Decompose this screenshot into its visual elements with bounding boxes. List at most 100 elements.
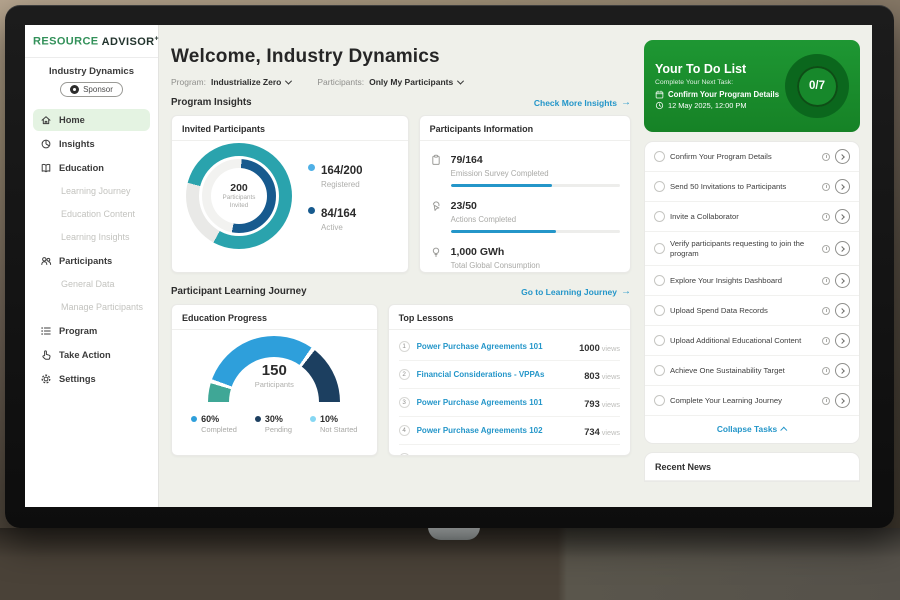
task-row-complete-learning-journey: Complete Your Learning Journey [645, 386, 859, 417]
lesson-row: 4 Power Purchase Agreements 102 734 views [398, 417, 620, 445]
task-open-button[interactable] [835, 303, 850, 319]
education-progress-card: Education Progress 150 Participants [171, 304, 378, 456]
task-time-icon [822, 336, 830, 345]
gauge-legend: 60% Completed 30% Pending 10% Not Starte… [191, 414, 357, 434]
task-checkbox[interactable] [654, 211, 665, 222]
lesson-rank: 2 [398, 369, 410, 380]
program-filter[interactable]: Program: Industrialize Zero [171, 77, 293, 87]
lesson-link[interactable]: Power Purchase Agreements 102 [416, 426, 543, 435]
sidebar-item-manage-participants[interactable]: Manage Participants [61, 302, 144, 313]
gauge-center-value: 150 [261, 362, 287, 379]
task-checkbox[interactable] [654, 305, 665, 317]
program-filter-value: Industrialize Zero [210, 77, 282, 87]
calendar-icon [655, 90, 664, 99]
participants-filter-value: Only My Participants [369, 77, 454, 87]
insights-icon [41, 139, 51, 149]
sidebar: RESOURCE ADVISOR+ Industry Dynamics Spon… [25, 25, 159, 507]
collapse-tasks-link[interactable]: Collapse Tasks [645, 416, 859, 443]
sidebar-item-program[interactable]: Program [33, 320, 150, 342]
todo-next-task: Confirm Your Program Details [668, 90, 780, 99]
sidebar-item-take-action[interactable]: Take Action [33, 344, 150, 366]
legend-dot [254, 416, 261, 422]
settings-icon [41, 374, 51, 384]
task-open-button[interactable] [835, 393, 850, 409]
task-open-button[interactable] [835, 333, 850, 349]
lesson-row: 1 Power Purchase Agreements 101 1000 view… [398, 333, 620, 361]
sidebar-item-education-content[interactable]: Education Content [61, 209, 136, 220]
task-checkbox[interactable] [654, 335, 665, 347]
stat-emission-survey: 79/164 Emission Survey Completed [430, 150, 620, 178]
task-time-icon [822, 152, 830, 161]
card-title: Top Lessons [388, 305, 630, 330]
education-icon [41, 163, 51, 172]
card-title: Education Progress [172, 305, 377, 330]
sidebar-item-learning-journey[interactable]: Learning Journey [61, 186, 131, 197]
go-to-learning-journey-link[interactable]: Go to Learning Journey → [521, 286, 631, 297]
legend-dot [191, 416, 198, 422]
task-checkbox[interactable] [654, 395, 665, 407]
task-time-icon [822, 212, 830, 221]
donut-legend: 164/200 Registered 84/164 Active [308, 161, 363, 232]
sidebar-item-learning-insights[interactable]: Learning Insights [61, 232, 130, 243]
lesson-link[interactable]: Financial Considerations - VPPAs [416, 370, 545, 379]
lesson-row: 2 Financial Considerations - VPPAs 803 vi… [398, 361, 620, 389]
task-open-button[interactable] [835, 209, 850, 224]
lesson-rank: 3 [398, 397, 410, 408]
program-icon [41, 326, 51, 335]
participants-filter-label: Participants: [317, 77, 365, 87]
section-title-program-insights: Program Insights [171, 97, 252, 108]
program-filter-label: Program: [171, 77, 206, 87]
survey-icon [431, 154, 440, 165]
sidebar-item-home[interactable]: Home [33, 108, 150, 131]
lesson-link[interactable]: Power Purchase Agreements 101 [416, 342, 543, 351]
sidebar-item-insights[interactable]: Insights [33, 133, 150, 155]
sidebar-item-general-data[interactable]: General Data [61, 279, 115, 290]
arrow-right-icon: → [621, 97, 631, 108]
task-checkbox[interactable] [654, 275, 665, 287]
sidebar-item-participants[interactable]: Participants [33, 250, 150, 272]
todo-task-list: Confirm Your Program Details Send 50 Inv… [644, 141, 860, 445]
todo-due-date: 12 May 2025, 12:00 PM [668, 101, 747, 110]
lesson-link[interactable]: Power Purchase Agreements 103 [417, 454, 578, 455]
legend-item-not-started: 10% Not Started [310, 414, 357, 434]
education-progress-gauge-chart: 150 Participants [208, 336, 341, 402]
check-more-insights-link[interactable]: Check More Insights → [533, 97, 631, 108]
task-open-button[interactable] [835, 149, 850, 164]
logo-secondary: ADVISOR+ [101, 35, 160, 48]
lesson-link[interactable]: Power Purchase Agreements 101 [416, 398, 543, 407]
task-checkbox[interactable] [654, 181, 665, 192]
actions-completed-progress-bar [450, 230, 620, 233]
task-open-button[interactable] [835, 273, 850, 289]
participants-icon [41, 256, 52, 265]
sponsor-badge[interactable]: Sponsor [60, 81, 123, 97]
todo-subtitle: Complete Your Next Task: [655, 79, 734, 86]
todo-title: Your To Do List [655, 62, 747, 76]
task-open-button[interactable] [835, 363, 850, 379]
dashboard-screen: RESOURCE ADVISOR+ Industry Dynamics Spon… [25, 25, 872, 507]
task-open-button[interactable] [835, 241, 850, 257]
page-title: Welcome, Industry Dynamics [171, 46, 440, 67]
card-title: Participants Information [419, 116, 630, 141]
participants-filter[interactable]: Participants: Only My Participants [317, 77, 465, 87]
task-time-icon [822, 306, 830, 315]
recent-news-card: Recent News [644, 452, 860, 483]
todo-summary-card: Your To Do List Complete Your Next Task:… [644, 40, 860, 132]
donut-center-value: 200 [230, 182, 248, 195]
chevron-up-icon [780, 426, 788, 434]
legend-item-pending: 30% Pending [254, 414, 292, 434]
sidebar-item-education[interactable]: Education [33, 157, 150, 179]
task-checkbox[interactable] [654, 365, 665, 377]
task-open-button[interactable] [835, 179, 850, 194]
logo-primary: RESOURCE [33, 35, 99, 48]
task-checkbox[interactable] [654, 243, 665, 255]
task-time-icon [822, 244, 830, 253]
todo-progress-value: 0/7 [809, 80, 825, 92]
task-checkbox[interactable] [654, 151, 665, 162]
content-area: Welcome, Industry Dynamics Program: Indu… [159, 25, 872, 507]
legend-item-registered: 164/200 Registered [308, 161, 363, 189]
sidebar-item-settings[interactable]: Settings [33, 368, 150, 390]
legend-item-completed: 60% Completed [191, 414, 237, 434]
chevron-down-icon [285, 77, 293, 85]
sponsor-badge-label: Sponsor [83, 84, 113, 94]
gauge-center-label: Participants [254, 380, 294, 389]
